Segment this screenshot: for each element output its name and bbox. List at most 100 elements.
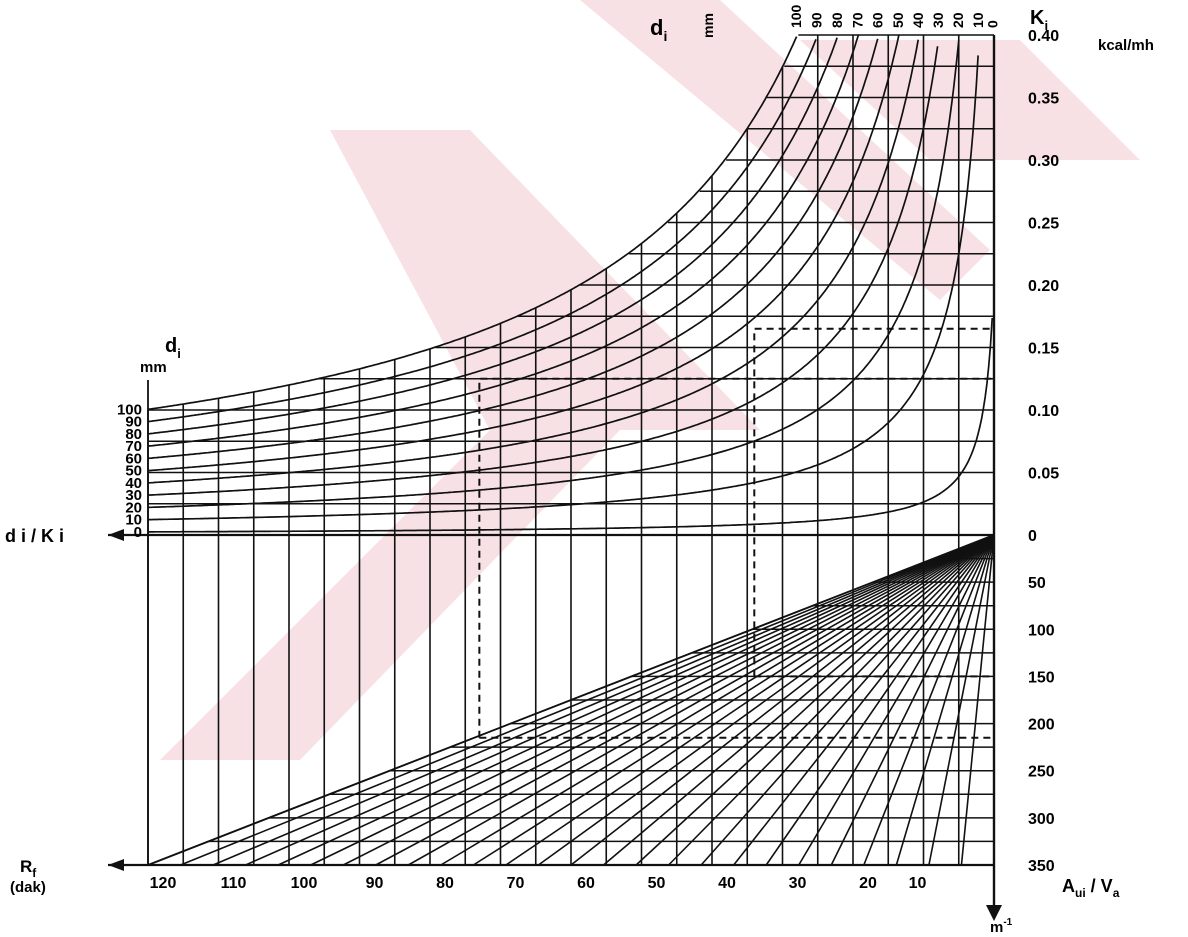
ratio-ray xyxy=(830,534,995,866)
ratio-ray xyxy=(733,534,995,866)
ki-tick-label: 0.20 xyxy=(1028,278,1059,295)
aui-va-tick-label: 250 xyxy=(1028,764,1055,781)
ki-tick-label: 0.35 xyxy=(1028,91,1059,108)
m-unit-label: m-1 xyxy=(990,917,1013,936)
top-di-tick-label: 70 xyxy=(849,12,865,28)
axes xyxy=(108,35,1002,921)
arrow-down-m-icon xyxy=(986,905,1002,921)
rf-tick-label: 100 xyxy=(291,875,318,892)
ratio-ray xyxy=(668,534,995,866)
left-di-tick-label: 40 xyxy=(125,475,142,492)
example-path-vertical xyxy=(753,327,994,677)
ki-axis-label: Ki xyxy=(1030,7,1048,33)
diameter-curve xyxy=(147,38,879,460)
rf-tick-label: 80 xyxy=(436,875,454,892)
rf-unit-label: (dak) xyxy=(10,879,46,896)
left-di-tick-label: 60 xyxy=(125,450,142,467)
ratio-ray xyxy=(505,534,995,866)
ratio-ray xyxy=(342,534,995,866)
aui-va-tick-label: 150 xyxy=(1028,669,1055,686)
rf-tick-label: 60 xyxy=(577,875,595,892)
ratio-ray xyxy=(700,534,995,866)
left-di-tick-label: 70 xyxy=(125,438,142,455)
aui-va-tick-label: 200 xyxy=(1028,717,1055,734)
rf-tick-label: 110 xyxy=(221,875,247,892)
top-di-tick-label: 20 xyxy=(950,12,966,28)
ratio-ray xyxy=(765,534,995,866)
ratio-ray xyxy=(212,534,995,866)
example-path-vertical xyxy=(478,377,994,738)
axis-labels: di mm Ki kcal/mh di mm d i / K i Rf (dak… xyxy=(5,7,1154,936)
top-di-label: di xyxy=(650,15,667,44)
arrow-left-di-ki-icon xyxy=(108,529,124,541)
top-di-tick-label: 100 xyxy=(788,4,804,28)
ratio-ray xyxy=(180,534,995,866)
ratio-ray xyxy=(407,534,995,866)
left-di-tick-label: 10 xyxy=(125,512,142,529)
ratio-ray xyxy=(472,534,995,866)
top-di-tick-label: 50 xyxy=(890,12,906,28)
ratio-ray xyxy=(310,534,995,866)
ki-tick-label: 0.30 xyxy=(1028,153,1059,170)
diameter-curve xyxy=(147,37,838,435)
ratio-ray xyxy=(863,534,995,866)
ratio-ray xyxy=(245,534,995,866)
top-di-tick-label: 90 xyxy=(808,12,824,28)
aui-va-tick-label: 350 xyxy=(1028,858,1055,875)
rf-tick-label: 30 xyxy=(789,875,807,892)
left-di-tick-label: 90 xyxy=(125,414,142,431)
diameter-curve xyxy=(148,317,994,533)
ratio-ray xyxy=(375,534,995,866)
ratio-ray xyxy=(960,534,995,866)
aui-va-tick-label: 300 xyxy=(1028,811,1055,828)
top-di-tick-label: 30 xyxy=(930,12,946,28)
ki-tick-label: 0.05 xyxy=(1028,466,1059,483)
rf-tick-label: 50 xyxy=(648,875,666,892)
rf-tick-label: 120 xyxy=(150,875,177,892)
ratio-ray xyxy=(895,534,995,866)
top-mm-label: mm xyxy=(700,13,716,38)
left-di-tick-label: 20 xyxy=(125,499,142,516)
left-di-tick-label: 80 xyxy=(125,426,142,443)
ki-tick-label: 0.25 xyxy=(1028,216,1059,233)
rf-tick-label: 20 xyxy=(859,875,877,892)
ratio-ray xyxy=(603,534,995,866)
left-di-tick-label: 100 xyxy=(117,401,142,418)
diameter-curve xyxy=(147,38,817,423)
aui-va-tick-label: 100 xyxy=(1028,622,1055,639)
ratio-ray xyxy=(928,534,995,866)
ratio-ray xyxy=(537,534,995,866)
diameter-curve xyxy=(147,35,860,447)
ki-tick-label: 0.10 xyxy=(1028,403,1059,420)
example-paths xyxy=(478,327,994,739)
diameter-curve xyxy=(147,35,900,472)
ki-tick-label: 0.15 xyxy=(1028,341,1059,358)
left-di-tick-label: 30 xyxy=(125,487,142,504)
diameter-curves xyxy=(147,35,994,533)
di-ki-axis-label: d i / K i xyxy=(5,526,64,546)
diameter-curve xyxy=(147,40,960,509)
left-di-tick-label: 50 xyxy=(125,463,142,480)
diameter-curve xyxy=(147,36,798,411)
ratio-ray xyxy=(570,534,995,866)
top-di-tick-label: 40 xyxy=(910,12,926,28)
ki-tick-label: 0.40 xyxy=(1028,28,1059,45)
top-di-tick-label: 60 xyxy=(869,12,885,28)
rf-label: Rf xyxy=(20,857,37,880)
rf-tick-label: 40 xyxy=(718,875,736,892)
tick-labels: 0.400.350.300.250.200.150.100.0505010015… xyxy=(117,4,1059,892)
watermark-stripe-left xyxy=(160,130,760,760)
ratio-ray xyxy=(798,534,995,866)
diameter-curve xyxy=(147,39,920,484)
ratio-ray xyxy=(440,534,995,866)
ratio-rays xyxy=(147,534,995,866)
rf-tick-label: 70 xyxy=(507,875,525,892)
aui-va-label: Aui / Va xyxy=(1062,876,1120,900)
rf-tick-label: 10 xyxy=(909,875,927,892)
top-di-tick-label: 80 xyxy=(829,12,845,28)
left-di-tick-label: 0 xyxy=(134,524,142,541)
diameter-curve xyxy=(147,46,939,496)
top-di-tick-label: 0 xyxy=(985,20,1001,28)
left-mm-label: mm xyxy=(140,359,167,376)
